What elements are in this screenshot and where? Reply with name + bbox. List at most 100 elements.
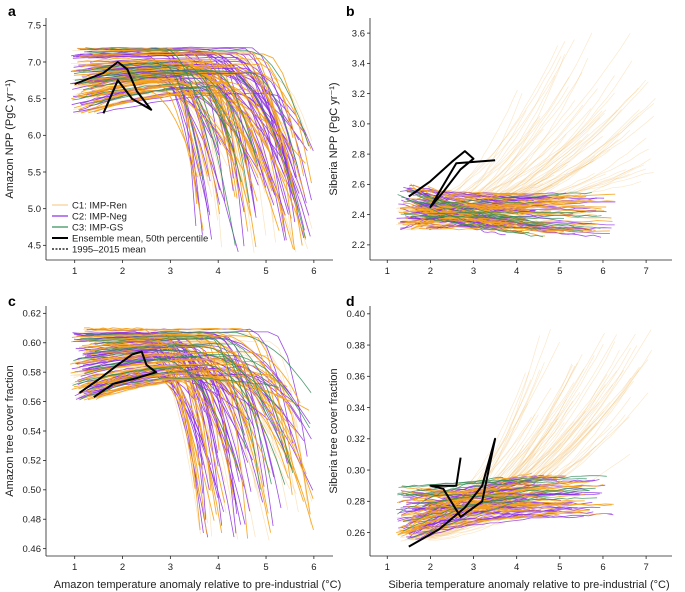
series-line: [93, 85, 250, 203]
series-line: [95, 338, 246, 449]
series-line: [408, 186, 585, 207]
legend-label-hist: 1995–2015 mean: [72, 244, 146, 255]
series-line: [89, 345, 289, 479]
series-line: [425, 224, 498, 229]
y-tick-label: 2.4: [352, 210, 365, 221]
series-line: [403, 515, 585, 523]
series-line: [81, 340, 308, 502]
series-line: [84, 359, 240, 472]
series-line: [78, 340, 314, 531]
y-tick-label: 0.62: [23, 309, 42, 320]
series-line: [74, 69, 259, 167]
y-tick-label: 0.54: [23, 426, 42, 437]
y-axis-label: Siberia tree cover fraction: [328, 368, 340, 493]
series-line: [408, 329, 652, 541]
series-line: [80, 52, 312, 184]
series-line: [84, 81, 244, 172]
legend-label-c1: C1: IMP-Ren: [72, 200, 127, 211]
x-tick-label: 5: [557, 562, 562, 573]
legend-label-c3: C3: IMP-GS: [72, 222, 123, 233]
series-line: [83, 327, 200, 466]
ensemble-mean-line: [408, 437, 497, 548]
y-tick-label: 0.56: [23, 397, 42, 408]
y-tick-label: 0.48: [23, 515, 42, 526]
y-tick-label: 6.5: [28, 94, 41, 105]
y-tick-label: 7.0: [28, 57, 41, 68]
ensemble-mean-line: [74, 61, 153, 114]
series-line: [80, 86, 262, 176]
spaghetti-lines-a: [69, 46, 314, 253]
series-line: [90, 342, 267, 405]
series-line: [78, 63, 204, 181]
y-tick-label: 2.2: [352, 240, 365, 251]
series-line: [400, 515, 543, 534]
x-tick-label: 4: [216, 266, 221, 277]
y-tick-label: 0.32: [347, 434, 366, 445]
x-tick-label: 6: [311, 266, 316, 277]
series-line: [400, 210, 607, 215]
series-line: [73, 337, 267, 416]
y-tick-label: 6.0: [28, 131, 41, 142]
series-line: [72, 83, 232, 139]
series-line: [427, 208, 522, 226]
series-line: [82, 345, 292, 469]
panel-c: 1 2 3 4 5 6 0.46 0.48 0.50 0.52 0.54 0.56 0.58 0.60 0.…: [4, 293, 341, 591]
series-line: [428, 484, 604, 504]
x-tick-label: 7: [643, 562, 648, 573]
series-line: [94, 70, 306, 239]
series-line: [92, 50, 295, 250]
x-tick-label: 1: [385, 562, 390, 573]
series-line: [72, 54, 286, 241]
y-tick-label: 0.40: [347, 309, 366, 320]
series-line: [75, 51, 278, 144]
series-line: [405, 485, 593, 496]
x-tick-label: 3: [168, 266, 173, 277]
x-tick-label: 4: [514, 562, 519, 573]
series-line: [81, 92, 306, 164]
x-tick-label: 4: [514, 266, 519, 277]
x-tick-label: 3: [471, 562, 476, 573]
series-line: [410, 214, 602, 218]
series-line: [78, 79, 258, 159]
series-line: [92, 67, 249, 161]
series-line: [79, 377, 279, 401]
series-line: [412, 487, 596, 504]
x-tick-label: 2: [428, 562, 433, 573]
series-line: [405, 33, 631, 212]
y-tick-label: 7.5: [28, 21, 41, 32]
series-line: [78, 372, 302, 488]
series-line: [74, 63, 307, 240]
x-tick-label: 5: [263, 266, 268, 277]
series-line: [90, 57, 294, 138]
series-line: [417, 192, 512, 200]
y-axis-label: Amazon tree cover fraction: [4, 365, 16, 496]
x-tick-label: 2: [120, 562, 125, 573]
series-line: [416, 497, 598, 510]
x-tick-label: 6: [600, 562, 605, 573]
series-line: [427, 186, 547, 224]
x-tick-label: 5: [557, 266, 562, 277]
series-line: [422, 485, 540, 508]
series-line: [78, 53, 288, 159]
y-tick-label: 2.8: [352, 149, 365, 160]
series-line: [398, 209, 530, 224]
y-tick-label: 0.60: [23, 338, 42, 349]
series-line: [405, 190, 601, 229]
series-line: [80, 377, 285, 400]
panel-a: 1 2 3 4 5 6 4.5 5.0 5.5 6.0 6.5 7.0 7.5 Amazon NPP (P…: [4, 3, 333, 277]
series-line: [79, 47, 211, 150]
x-tick-label: 6: [311, 562, 316, 573]
series-line: [419, 196, 612, 219]
series-line: [406, 199, 575, 228]
panel-label: b: [346, 3, 355, 19]
y-tick-label: 0.30: [347, 465, 366, 476]
series-line: [82, 67, 238, 199]
series-line: [78, 364, 286, 485]
series-line: [96, 353, 310, 429]
x-tick-label: 7: [643, 266, 648, 277]
series-line: [73, 65, 242, 182]
series-line: [399, 512, 586, 532]
series-line: [96, 60, 219, 149]
panel-label: d: [346, 293, 355, 309]
